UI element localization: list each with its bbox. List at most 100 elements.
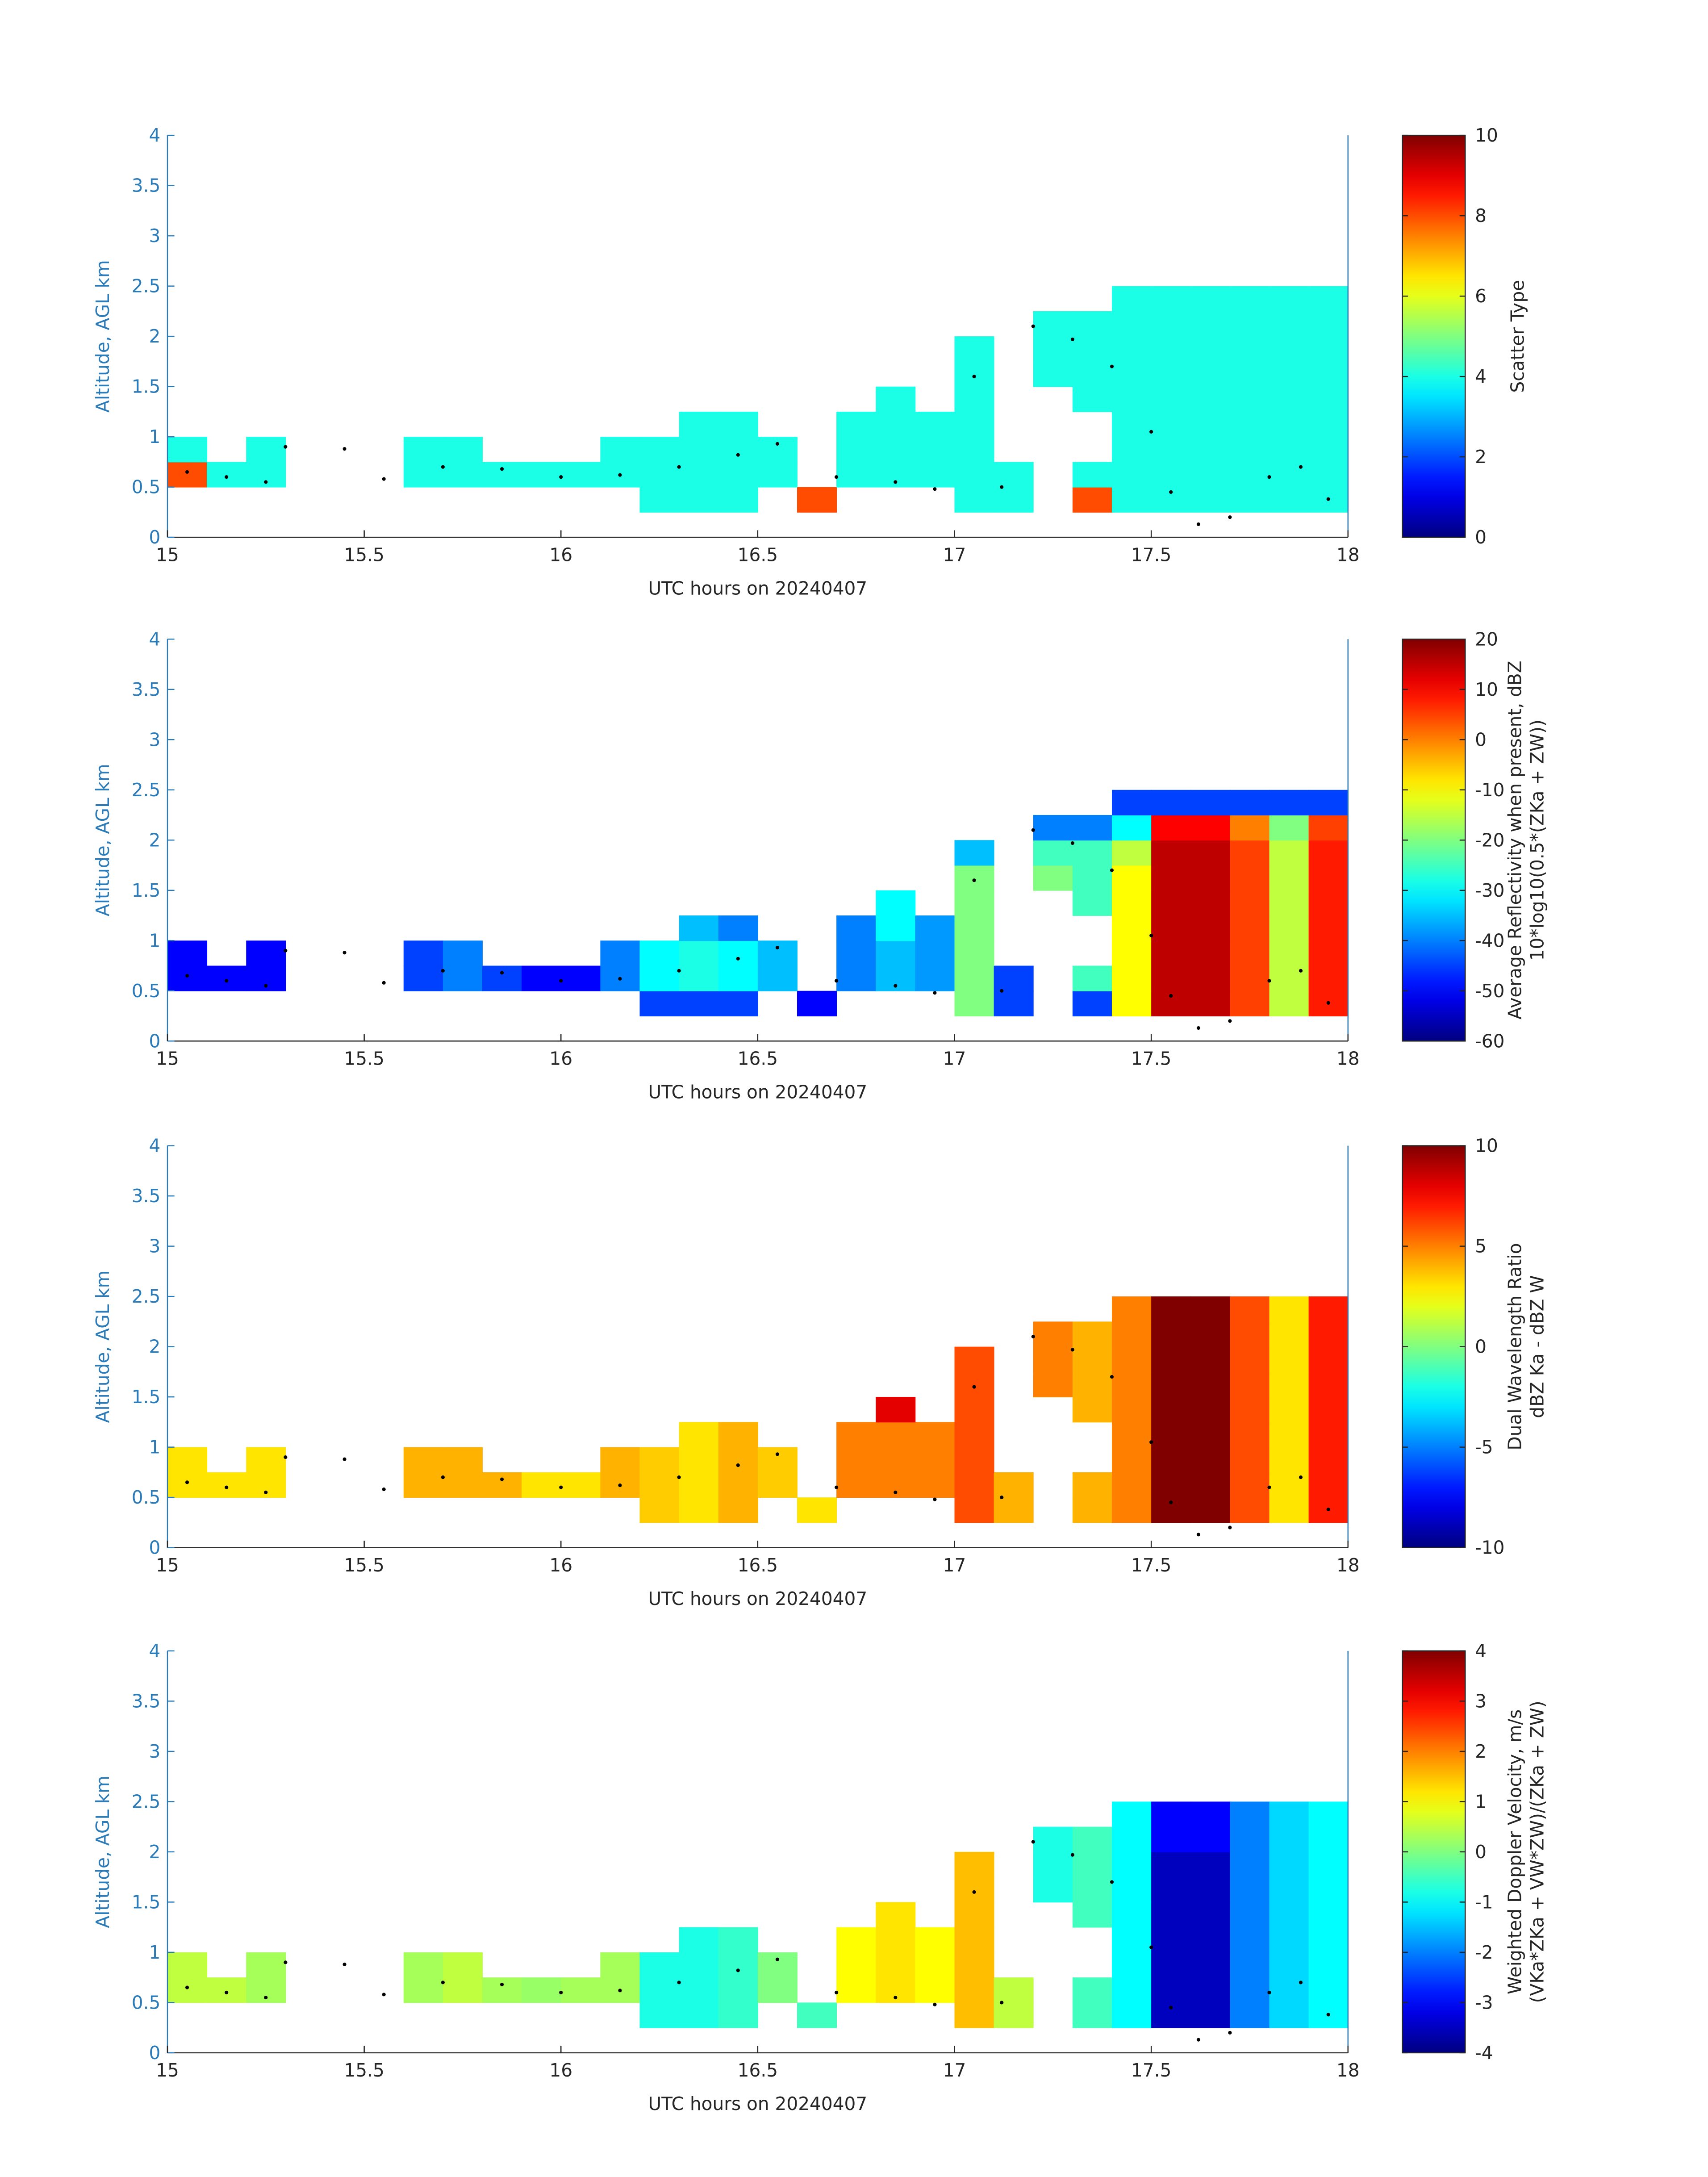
y-tick-label: 3 <box>149 729 161 750</box>
cell <box>639 437 680 463</box>
cell <box>1072 1321 1112 1347</box>
y-tick-label: 2 <box>149 829 161 851</box>
marker <box>342 447 347 451</box>
marker <box>1326 1508 1330 1512</box>
marker <box>559 979 563 983</box>
marker <box>225 475 229 479</box>
marker <box>835 1485 839 1489</box>
cell <box>954 1851 994 1878</box>
cell <box>1112 790 1152 815</box>
cell <box>1230 437 1270 463</box>
cell <box>403 940 443 966</box>
cell <box>1269 865 1309 891</box>
cell <box>915 1447 955 1473</box>
cell <box>403 1472 443 1498</box>
marker <box>1228 1019 1232 1023</box>
cell <box>915 1952 955 1978</box>
x-tick-label: 17 <box>943 1554 966 1576</box>
x-tick-label: 17.5 <box>1131 544 1171 565</box>
cell <box>639 487 680 513</box>
cell <box>1230 2002 1270 2028</box>
cell <box>1151 915 1191 941</box>
marker <box>1326 1001 1330 1005</box>
cell <box>1112 1902 1152 1928</box>
cell <box>1230 361 1270 387</box>
cell <box>1230 1472 1270 1498</box>
cell <box>1230 1346 1270 1372</box>
cell <box>1112 840 1152 866</box>
cell <box>954 336 994 362</box>
x-tick-label: 15.5 <box>344 1554 384 1576</box>
cell <box>954 411 994 438</box>
colorbar-tick-label: 2 <box>1475 446 1487 468</box>
cell <box>1033 815 1073 841</box>
cell <box>443 462 483 488</box>
cell <box>1112 1472 1152 1498</box>
cell <box>876 1397 916 1423</box>
cell <box>954 361 994 387</box>
cell <box>679 1422 719 1448</box>
cell <box>718 965 758 991</box>
marker <box>933 2002 937 2006</box>
colorbar-tick-label: -5 <box>1475 1437 1493 1458</box>
cell <box>1269 462 1309 488</box>
cell <box>679 462 719 488</box>
cell <box>1308 311 1349 337</box>
x-tick-label: 16 <box>549 2060 572 2081</box>
cell <box>1230 1927 1270 1953</box>
cell <box>1151 437 1191 463</box>
marker <box>1228 515 1232 519</box>
y-tick-label: 1 <box>149 1942 161 1963</box>
colorbar-tick-label: -30 <box>1475 880 1504 901</box>
cell <box>1151 1851 1191 1878</box>
cell <box>1308 1472 1349 1498</box>
marker <box>736 453 740 457</box>
cell <box>1308 1977 1349 2003</box>
cell <box>246 1952 286 1978</box>
cell <box>1190 361 1231 387</box>
cell <box>1190 311 1231 337</box>
cell <box>876 1927 916 1953</box>
cell <box>1033 336 1073 362</box>
cell <box>679 915 719 941</box>
cell <box>1190 915 1231 941</box>
cell <box>954 915 994 941</box>
cell <box>718 915 758 941</box>
cell <box>167 965 208 991</box>
cell <box>1190 1801 1231 1827</box>
cell <box>1190 840 1231 866</box>
cell <box>876 411 916 438</box>
cell <box>954 890 994 916</box>
marker <box>1149 430 1153 434</box>
cell <box>1308 1902 1349 1928</box>
cell <box>403 1447 443 1473</box>
cell <box>1112 1397 1152 1423</box>
cell <box>1269 1977 1309 2003</box>
cell <box>1230 1447 1270 1473</box>
cell <box>876 386 916 412</box>
colorbar-tick-label: -20 <box>1475 829 1504 851</box>
marker <box>1031 1335 1035 1339</box>
marker <box>972 878 976 882</box>
cell <box>1151 286 1191 312</box>
colorbar-tick-label: -2 <box>1475 1942 1493 1963</box>
cell <box>1269 965 1309 991</box>
cell <box>757 1977 798 2003</box>
y-tick-label: 3 <box>149 1236 161 1257</box>
cell <box>994 487 1034 513</box>
x-tick-label: 17.5 <box>1131 2060 1171 2081</box>
x-tick-label: 15 <box>156 2060 179 2081</box>
cell <box>482 1977 522 2003</box>
cell <box>1072 1397 1112 1423</box>
cell <box>1151 940 1191 966</box>
cell <box>876 437 916 463</box>
cell <box>1269 1397 1309 1423</box>
cell <box>1190 1321 1231 1347</box>
cell <box>639 462 680 488</box>
cell <box>1112 386 1152 412</box>
marker <box>225 1485 229 1489</box>
colorbar <box>1402 1650 1466 2054</box>
marker <box>441 1475 445 1479</box>
cell <box>1269 1952 1309 1978</box>
